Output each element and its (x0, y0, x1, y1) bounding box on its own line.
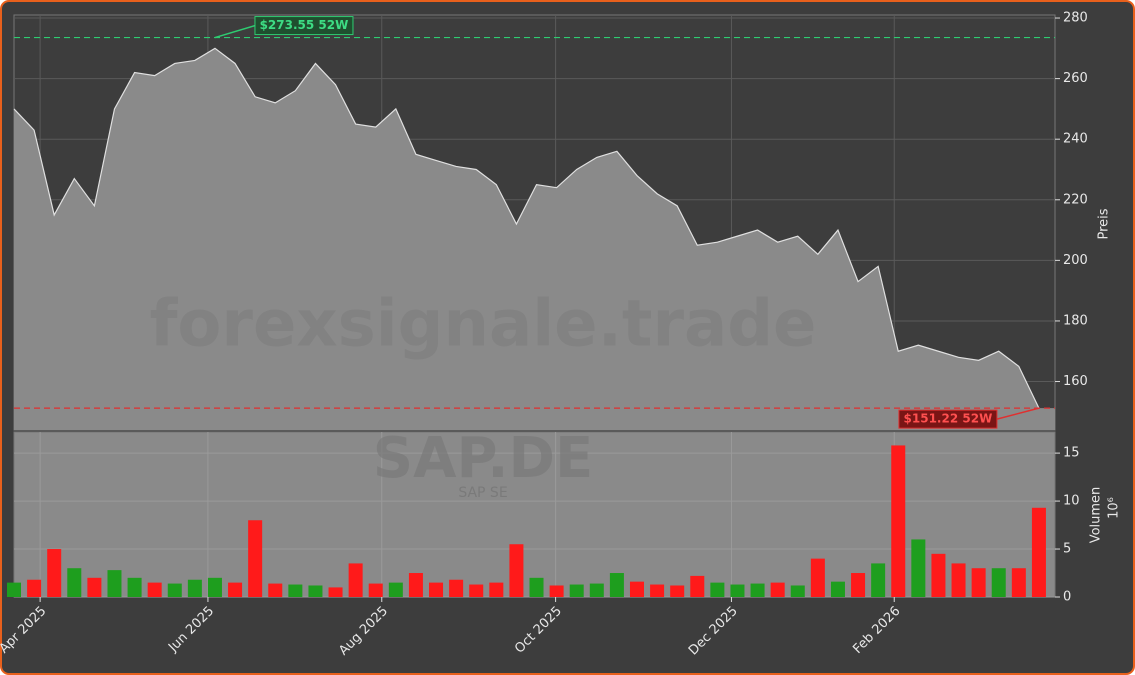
volume-bar (991, 568, 1006, 597)
annotation-arrow (996, 407, 1040, 420)
volume-bar (931, 553, 946, 597)
volume-bar (529, 577, 544, 597)
y-axis-label: Preis (1097, 208, 1112, 239)
chart-subtitle: SAP SE (458, 485, 507, 501)
volume-bar (408, 573, 423, 597)
volume-bar (690, 575, 705, 597)
volume-bar (589, 583, 604, 597)
annotation-box (254, 16, 354, 36)
volume-bar (1011, 568, 1026, 597)
volume-bar (891, 445, 906, 597)
volume-bar (167, 583, 182, 597)
annotation-box (898, 409, 998, 429)
volume-bar (710, 582, 725, 597)
volume-bar (830, 581, 845, 597)
volume-bar (288, 584, 303, 597)
volume-bar (107, 570, 122, 597)
annotation-label: $151.22 52W (904, 412, 993, 426)
volume-bar (348, 563, 363, 597)
y-tick-label: 240 (1063, 132, 1088, 147)
y-tick-label: 15 (1063, 446, 1080, 461)
volume-bar (268, 583, 283, 597)
volume-bar (47, 549, 62, 597)
volume-bar (7, 582, 21, 597)
volume-bar (810, 558, 825, 597)
watermark: forexsignale.trade (150, 288, 817, 362)
y-tick-label: 5 (1063, 542, 1071, 557)
volume-bar (790, 585, 805, 597)
volume-bar (87, 577, 102, 597)
volume-bar (207, 577, 222, 597)
volume-bar (609, 573, 624, 597)
y-axis-label: Volumen (1089, 487, 1104, 544)
y-tick-label: 160 (1063, 374, 1088, 389)
volume-bar (248, 520, 263, 597)
volume-bar (569, 584, 584, 597)
volume-bar (851, 573, 866, 597)
volume-bar (730, 584, 745, 597)
price-area (14, 48, 1055, 430)
volume-bar (549, 585, 564, 597)
volume-bar (770, 582, 785, 597)
volume-bar (670, 585, 685, 597)
volume-bar (187, 579, 202, 597)
annotation-arrow (214, 24, 256, 39)
chart-title: SAP.DE (373, 426, 593, 491)
volume-bar (489, 582, 504, 597)
y-tick-label: 220 (1063, 192, 1088, 207)
volume-bar (449, 579, 464, 597)
volume-bar (951, 563, 966, 597)
annotation-label: $273.55 52W (260, 18, 349, 32)
volume-bar (388, 582, 403, 597)
y-tick-label: 0 (1063, 590, 1071, 605)
volume-bar (629, 581, 644, 597)
volume-bar (971, 568, 986, 597)
volume-bar (750, 583, 765, 597)
volume-bar (368, 583, 383, 597)
y-tick-label: 280 (1063, 11, 1088, 26)
y-tick-label: 200 (1063, 253, 1088, 268)
y-tick-label: 180 (1063, 313, 1088, 328)
volume-bar (127, 577, 142, 597)
volume-bar (27, 579, 42, 597)
y-tick-label: 10 (1063, 494, 1080, 509)
y-axis-scale: 10⁶ (1107, 497, 1122, 519)
volume-bar (429, 582, 444, 597)
volume-bar (228, 582, 243, 597)
volume-bar (147, 582, 162, 597)
volume-bar (308, 585, 323, 597)
volume-bar (328, 587, 343, 597)
volume-bar (469, 584, 484, 597)
volume-bar (1031, 507, 1046, 597)
volume-bar (509, 544, 524, 597)
volume-bar (67, 568, 82, 597)
volume-bar (871, 563, 886, 597)
volume-bar (650, 584, 665, 597)
volume-bar (911, 539, 926, 597)
price-line (13, 47, 1040, 409)
y-tick-label: 260 (1063, 71, 1088, 86)
